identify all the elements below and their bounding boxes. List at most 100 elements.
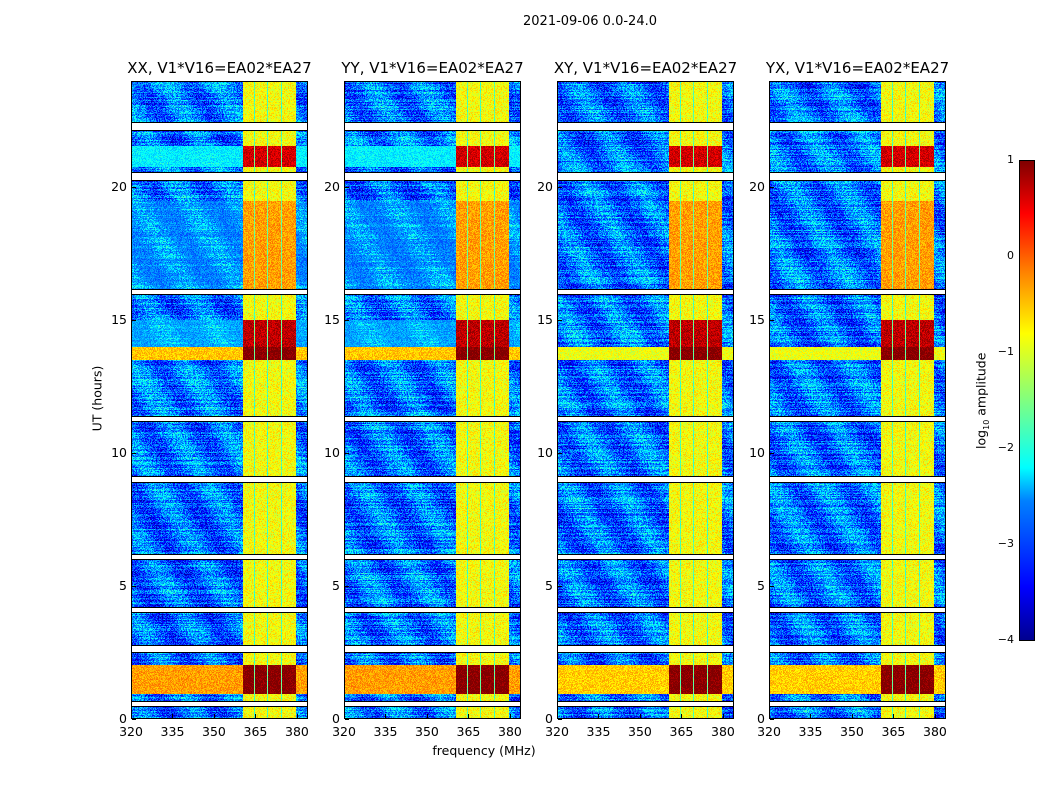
x-tick-mark — [131, 714, 132, 718]
x-tick-mark — [722, 714, 724, 718]
y-tick-label: 15 — [749, 312, 765, 328]
y-tick-mark — [132, 586, 136, 588]
colorbar-label-log: log — [973, 429, 989, 449]
heatmap-panel-yy — [344, 81, 521, 719]
y-tick-label: 10 — [324, 445, 340, 461]
y-axis-label: UT (hours) — [89, 365, 105, 432]
y-tick-label: 0 — [332, 711, 340, 726]
y-tick-mark — [558, 320, 562, 322]
y-tick-label: 5 — [119, 578, 127, 594]
y-tick-label: 10 — [537, 445, 553, 461]
x-tick-label: 365 — [881, 724, 906, 739]
x-tick-label: 335 — [160, 724, 185, 739]
x-tick-label: 335 — [373, 724, 398, 739]
y-tick-mark — [345, 719, 349, 720]
y-tick-mark — [770, 187, 774, 189]
y-tick-label: 0 — [119, 711, 127, 726]
x-tick-mark — [893, 714, 895, 718]
colorbar-tick-label: −4 — [997, 633, 1014, 646]
colorbar — [1019, 160, 1035, 641]
x-tick-label: 320 — [332, 724, 356, 739]
x-tick-label: 320 — [545, 724, 569, 739]
x-tick-mark — [213, 714, 215, 718]
heatmap-image — [558, 82, 733, 718]
colorbar-tick-label: 0 — [1007, 249, 1014, 262]
colorbar-tick-label: 1 — [1007, 153, 1014, 166]
y-tick-mark — [345, 320, 349, 322]
y-tick-mark — [558, 187, 562, 189]
y-tick-mark — [558, 453, 562, 455]
x-tick-mark — [426, 714, 428, 718]
colorbar-label-sub: 10 — [981, 419, 991, 430]
x-tick-label: 365 — [669, 724, 694, 739]
x-tick-mark — [385, 714, 387, 718]
heatmap-panel-yx — [769, 81, 946, 719]
heatmap-panel-xy — [557, 81, 734, 719]
y-tick-mark — [770, 453, 774, 455]
y-tick-label: 20 — [537, 179, 553, 195]
y-tick-label: 0 — [757, 711, 765, 726]
x-tick-label: 320 — [119, 724, 143, 739]
colorbar-label: log10 amplitude — [973, 341, 991, 461]
x-tick-mark — [172, 714, 174, 718]
y-tick-label: 5 — [545, 578, 553, 594]
x-tick-label: 365 — [243, 724, 268, 739]
x-tick-label: 350 — [202, 724, 226, 739]
x-tick-label: 365 — [456, 724, 481, 739]
y-tick-label: 10 — [749, 445, 765, 461]
y-tick-mark — [558, 586, 562, 588]
x-tick-label: 380 — [498, 724, 522, 739]
colorbar-tick-label: −2 — [997, 441, 1014, 454]
panel-title: XY, V1*V16=EA02*EA27 — [553, 59, 738, 77]
y-tick-label: 20 — [324, 179, 340, 195]
colorbar-tick-label: −3 — [997, 537, 1014, 550]
x-axis-label: frequency (MHz) — [432, 743, 536, 758]
x-tick-mark — [598, 714, 600, 718]
colorbar-label-rest: amplitude — [973, 352, 989, 420]
figure-title: 2021-09-06 0.0-24.0 — [523, 14, 657, 29]
y-tick-mark — [132, 320, 136, 322]
x-tick-mark — [851, 714, 853, 718]
x-tick-label: 320 — [757, 724, 781, 739]
y-tick-label: 0 — [545, 711, 553, 726]
x-tick-mark — [557, 714, 558, 718]
x-tick-mark — [255, 714, 257, 718]
x-tick-label: 335 — [586, 724, 611, 739]
panel-title: XX, V1*V16=EA02*EA27 — [127, 59, 312, 77]
x-tick-mark — [810, 714, 812, 718]
x-tick-label: 350 — [840, 724, 864, 739]
x-tick-label: 350 — [415, 724, 439, 739]
y-tick-mark — [558, 719, 562, 720]
x-tick-mark — [468, 714, 470, 718]
panel-title: YY, V1*V16=EA02*EA27 — [341, 59, 524, 77]
x-tick-label: 380 — [711, 724, 735, 739]
x-tick-label: 350 — [628, 724, 652, 739]
x-tick-mark — [344, 714, 345, 718]
heatmap-panel-xx — [131, 81, 308, 719]
x-tick-label: 380 — [285, 724, 309, 739]
x-tick-label: 335 — [798, 724, 823, 739]
heatmap-image — [770, 82, 945, 718]
y-tick-mark — [345, 453, 349, 455]
x-tick-label: 380 — [923, 724, 947, 739]
y-tick-label: 20 — [749, 179, 765, 195]
y-tick-mark — [132, 187, 136, 189]
x-tick-mark — [509, 714, 511, 718]
y-tick-mark — [345, 586, 349, 588]
y-tick-label: 5 — [332, 578, 340, 594]
y-tick-label: 10 — [111, 445, 127, 461]
y-tick-label: 5 — [757, 578, 765, 594]
panel-title: YX, V1*V16=EA02*EA27 — [765, 59, 950, 77]
x-tick-mark — [639, 714, 641, 718]
y-tick-mark — [770, 320, 774, 322]
heatmap-image — [132, 82, 307, 718]
y-tick-mark — [132, 719, 136, 720]
y-tick-label: 15 — [111, 312, 127, 328]
y-tick-mark — [345, 187, 349, 189]
y-tick-label: 20 — [111, 179, 127, 195]
heatmap-image — [345, 82, 520, 718]
x-tick-mark — [769, 714, 770, 718]
y-tick-label: 15 — [537, 312, 553, 328]
y-tick-mark — [770, 586, 774, 588]
